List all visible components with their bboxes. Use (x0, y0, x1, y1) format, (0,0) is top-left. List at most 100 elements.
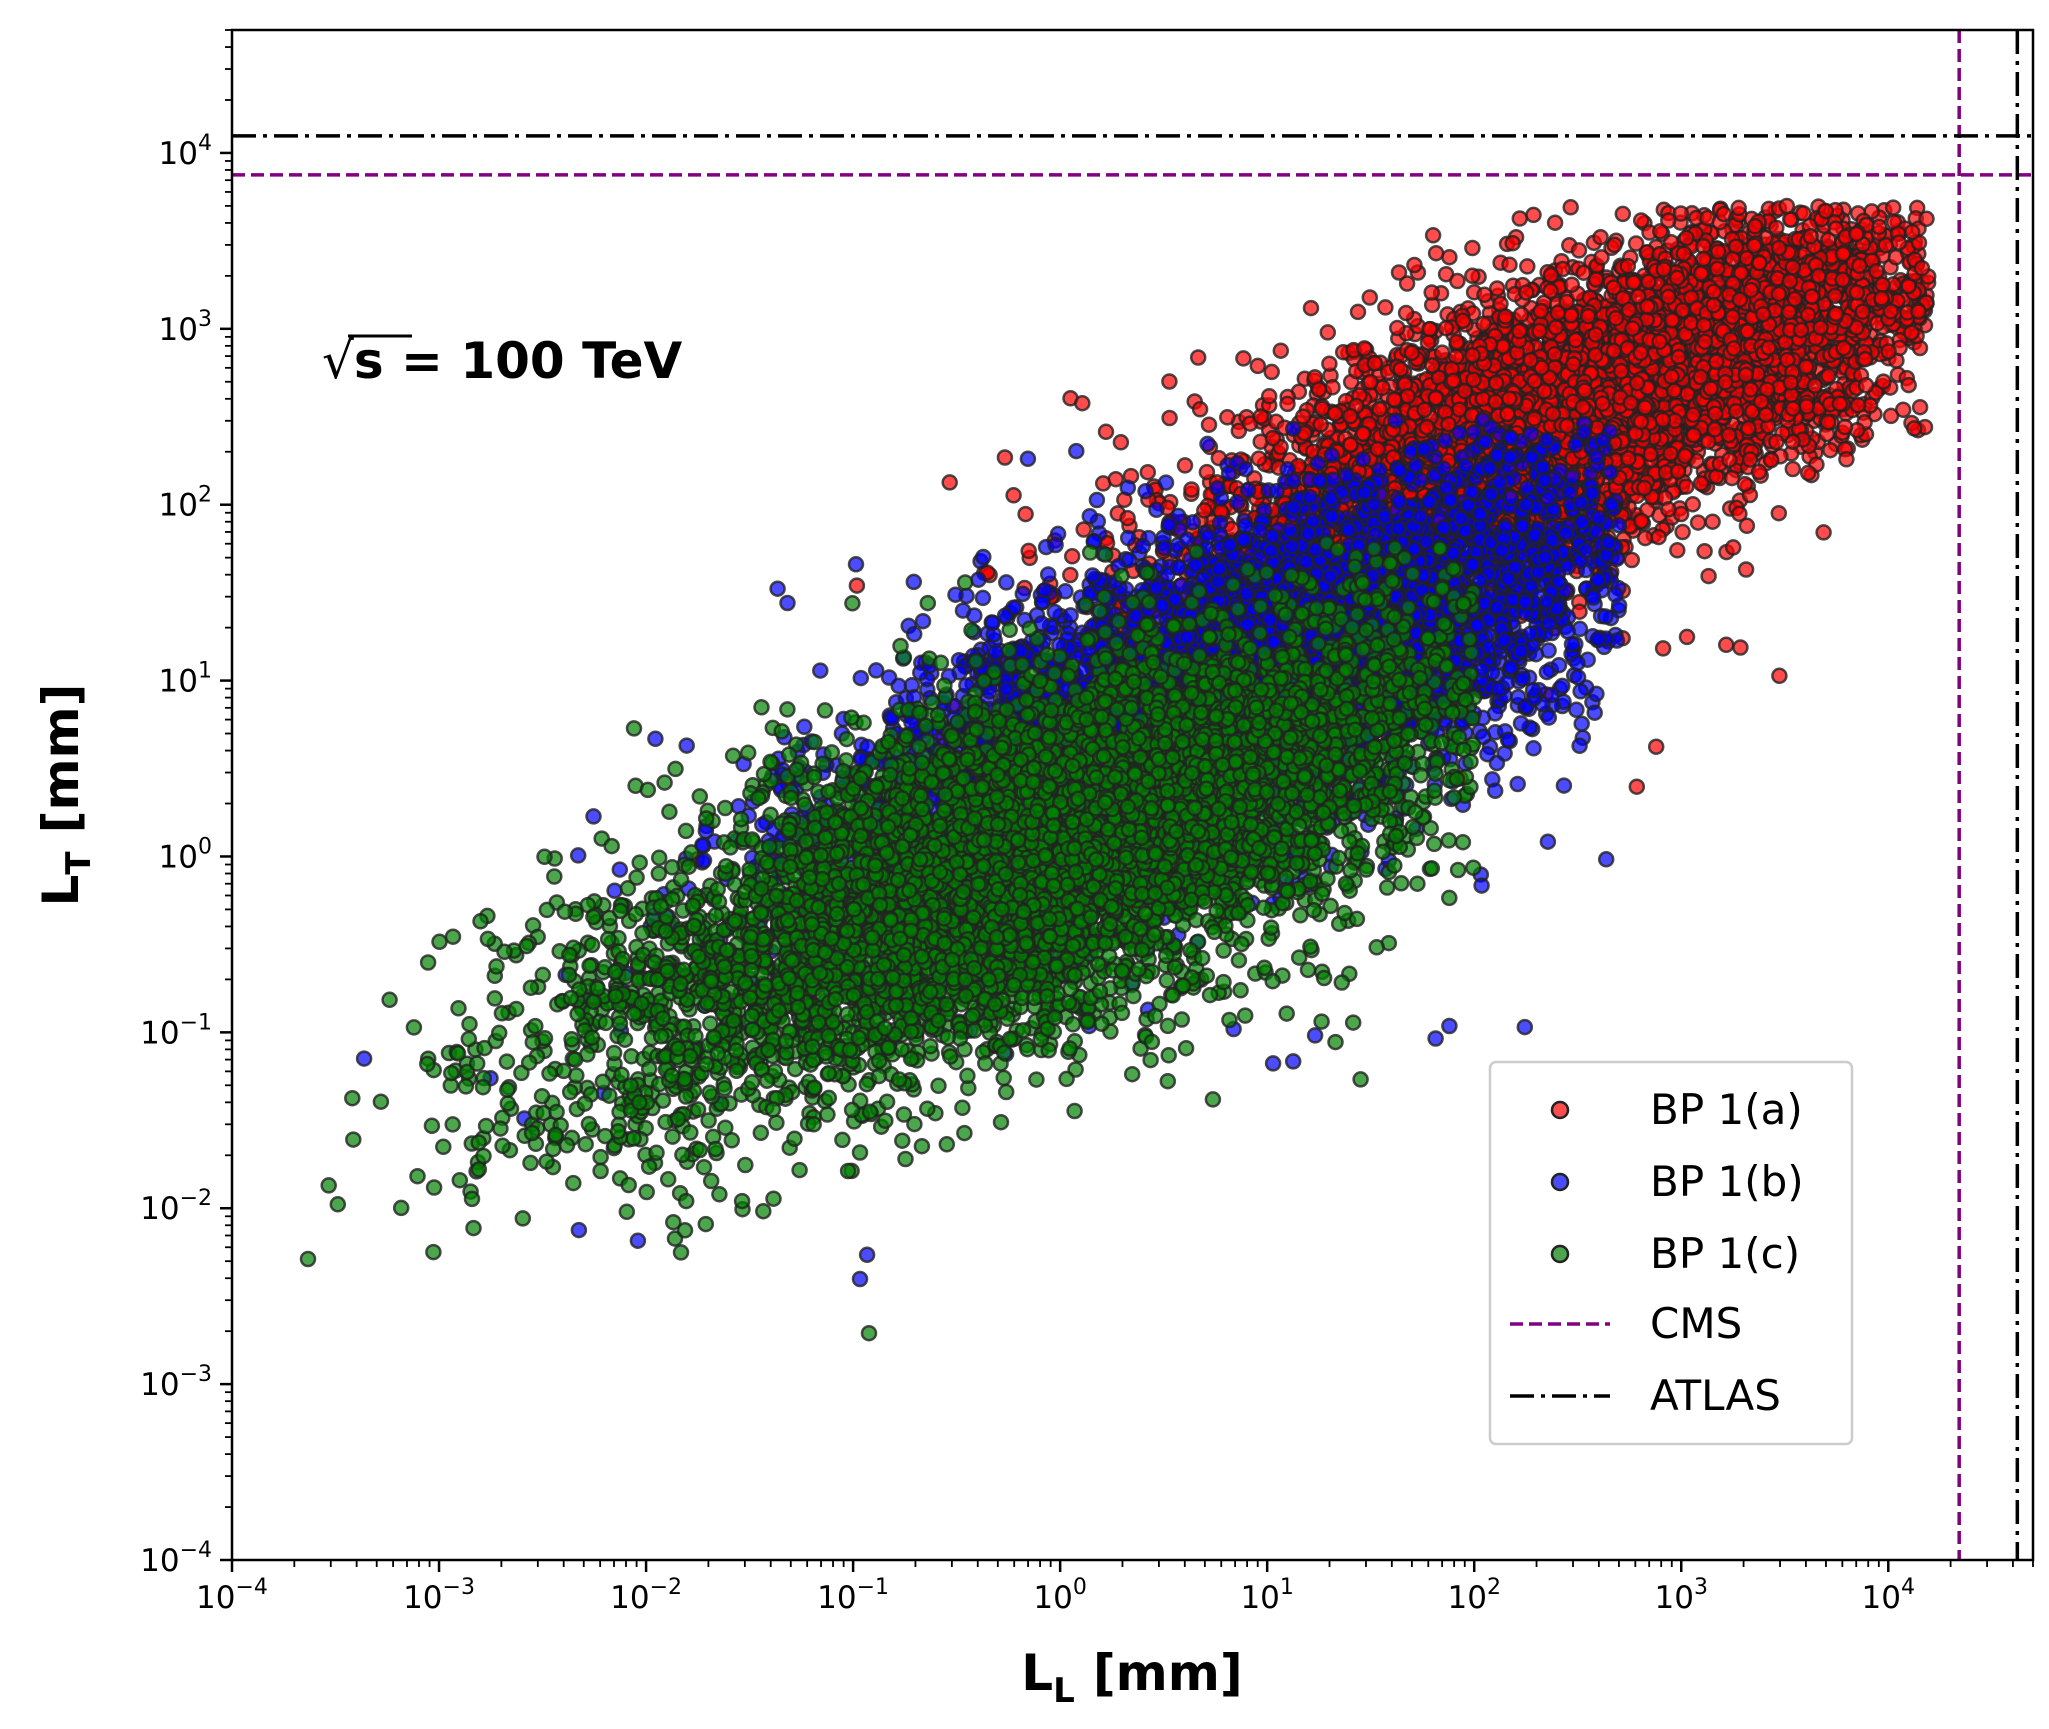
data-point (1324, 379, 1341, 396)
data-point (1750, 463, 1768, 481)
data-point (1695, 250, 1712, 268)
data-point (1563, 276, 1581, 293)
data-point (1689, 514, 1707, 531)
data-point (1423, 357, 1441, 374)
data-point (1614, 205, 1632, 223)
data-point (1619, 257, 1637, 275)
data-point (1263, 363, 1280, 381)
data-point (1875, 373, 1892, 390)
data-point (1063, 548, 1081, 565)
data-point (1692, 475, 1710, 492)
data-point (1570, 242, 1588, 259)
data-point (1650, 528, 1667, 546)
data-point (1918, 210, 1935, 228)
data-point (1075, 521, 1092, 538)
data-points (299, 197, 1937, 1342)
data-point (1361, 289, 1379, 306)
data-point (1654, 640, 1672, 657)
data-point (1636, 529, 1654, 547)
data-point (1097, 423, 1115, 441)
data-point (1815, 524, 1832, 541)
data-point (1834, 271, 1851, 289)
data-point (1020, 542, 1037, 560)
data-point (1230, 422, 1248, 440)
data-point (1235, 350, 1252, 367)
data-point (1546, 214, 1564, 231)
data-point (1778, 197, 1796, 215)
data-point (1903, 324, 1920, 341)
data-point (1302, 299, 1320, 317)
data-point (1606, 236, 1623, 254)
data-point (1642, 445, 1659, 463)
data-point (1449, 272, 1466, 290)
data-point (1421, 320, 1438, 338)
data-point (1176, 457, 1194, 474)
data-point (1112, 434, 1130, 451)
data-point (1272, 342, 1290, 359)
data-point (1887, 249, 1905, 266)
data-point (1464, 239, 1481, 257)
data-point (1423, 284, 1440, 301)
data-point (1628, 778, 1646, 795)
data-point (1161, 373, 1178, 390)
data-point (1356, 340, 1373, 357)
data-point (1377, 299, 1394, 316)
data-point (1884, 199, 1902, 216)
data-point (941, 474, 958, 491)
data-point (1249, 357, 1267, 375)
data-point (1260, 387, 1278, 405)
data-point (1219, 409, 1236, 426)
data-point (1349, 303, 1367, 321)
data-point (848, 577, 866, 594)
data-point (1448, 333, 1466, 351)
data-point (1525, 206, 1542, 224)
data-point (1200, 416, 1218, 433)
data-point (1724, 308, 1741, 326)
data-point (1196, 502, 1213, 519)
data-point (1005, 487, 1022, 504)
data-point (1464, 267, 1481, 285)
data-point (1074, 394, 1091, 412)
data-point (1519, 258, 1536, 275)
data-point (1319, 324, 1337, 341)
data-point (1279, 395, 1296, 413)
data-point (1191, 401, 1209, 418)
data-point (1900, 376, 1917, 394)
data-point (1189, 349, 1207, 366)
data-point (1768, 219, 1785, 237)
data-point (1321, 355, 1338, 372)
data-point (1501, 256, 1518, 273)
data-point (1732, 639, 1749, 656)
data-point (1562, 199, 1579, 216)
data-point (1822, 441, 1839, 459)
data-point (1849, 396, 1867, 414)
data-point (1704, 513, 1721, 530)
data-point (1678, 478, 1695, 495)
data-point (1326, 405, 1344, 422)
data-point (1119, 509, 1136, 527)
data-point (1139, 463, 1157, 481)
data-point (1799, 464, 1817, 482)
data-point (1513, 306, 1530, 323)
data-point (1674, 523, 1691, 541)
data-point (1017, 505, 1034, 523)
data-point (1782, 211, 1799, 228)
data-point (1662, 445, 1679, 462)
data-point (1678, 229, 1695, 247)
data-point (1770, 504, 1788, 522)
data-point (1678, 628, 1696, 646)
data-point (1817, 202, 1835, 220)
data-point (1696, 542, 1713, 560)
data-point (1504, 234, 1521, 252)
data-point (1911, 398, 1929, 416)
data-point (996, 449, 1014, 466)
data-point (1419, 334, 1437, 351)
data-point (1700, 567, 1717, 585)
data-point (1424, 227, 1442, 244)
data-point (1252, 408, 1270, 425)
data-point (1546, 345, 1563, 363)
data-point (1784, 460, 1802, 478)
data-point (1511, 210, 1529, 227)
data-point (1717, 636, 1735, 654)
